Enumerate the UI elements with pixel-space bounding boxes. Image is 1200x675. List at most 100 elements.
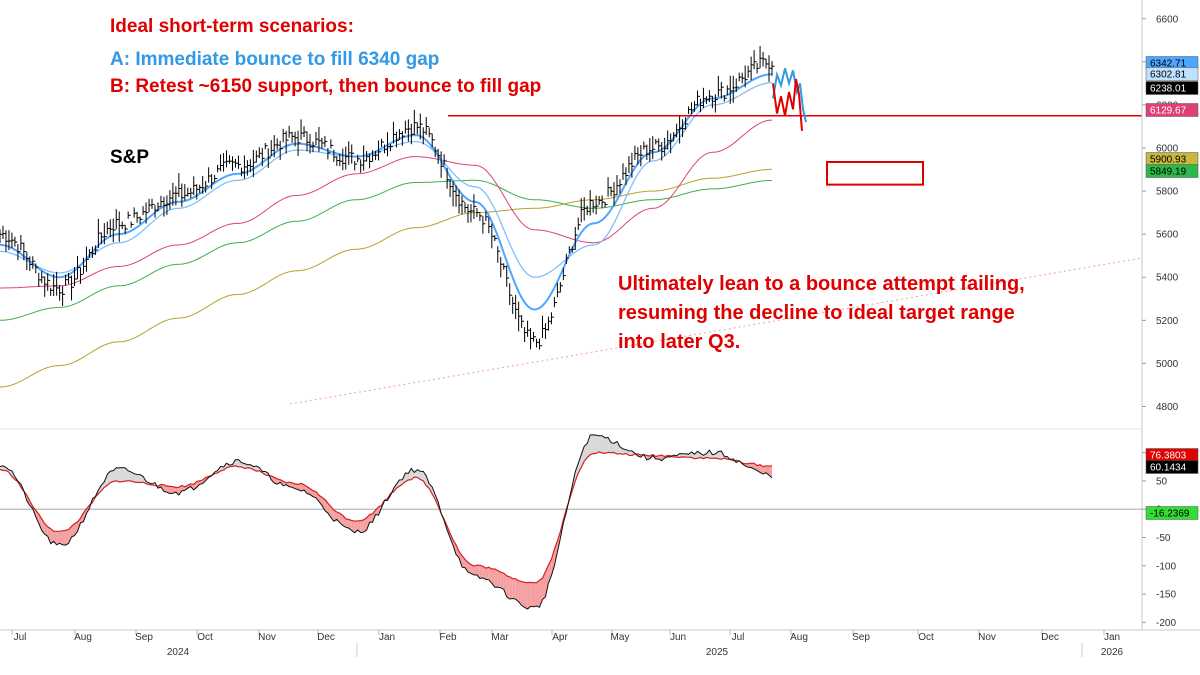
oscillator-fill-segment <box>116 467 120 482</box>
price-last-value-tag: 6238.01 <box>1150 84 1187 95</box>
oscillator-fill-segment <box>405 473 409 482</box>
oscillator-fill-segment <box>468 562 471 574</box>
oscillator-fill-segment <box>113 467 117 482</box>
price-tick-label: 5200 <box>1156 316 1179 327</box>
oscillator-fill-segment <box>593 434 597 454</box>
oscillator-fast-line <box>0 434 773 610</box>
oscillator-fill-segment <box>411 468 415 480</box>
oscillator-fill-segment <box>125 467 129 482</box>
oscillator-fill-segment <box>286 482 290 487</box>
oscillator-fill-segment <box>623 448 626 455</box>
oscillator-fill-segment <box>575 463 579 482</box>
outlook-line-3: into later Q3. <box>618 331 741 353</box>
oscillator-fill-segment <box>479 565 483 579</box>
month-label: Dec <box>1041 632 1059 643</box>
oscillator-fill-segment <box>587 435 591 458</box>
oscillator-fill-segment <box>542 571 546 600</box>
oscillator-fill-segment <box>718 451 722 460</box>
price-last-value-tag: 5900.93 <box>1150 155 1187 166</box>
oscillator-fill-segment <box>71 523 75 537</box>
osc-tick-label: 50 <box>1156 476 1168 487</box>
oscillator-fill-segment <box>65 529 69 546</box>
month-label: Dec <box>317 632 335 643</box>
osc-tick-label: -200 <box>1156 618 1176 629</box>
month-label: Jul <box>14 632 27 643</box>
oscillator-fill-segment <box>333 510 337 522</box>
month-label: May <box>611 632 630 643</box>
oscillator-fill-segment <box>369 513 373 523</box>
oscillator-fill-segment <box>330 506 334 522</box>
oscillator-fill-segment <box>119 467 123 482</box>
oscillator-fill-segment <box>122 467 126 482</box>
oscillator-fill-segment <box>313 490 316 498</box>
price-tick-label: 5000 <box>1156 359 1179 370</box>
month-label: Oct <box>197 632 213 643</box>
outlook-line-2: resuming the decline to ideal target ran… <box>618 302 1015 324</box>
month-label: Apr <box>552 632 568 643</box>
price-tick-label: 6000 <box>1156 144 1179 155</box>
price-last-value-tag-bg <box>1145 81 1199 95</box>
oscillator-fill-segment <box>417 469 421 480</box>
oscillator-fill-segment <box>602 435 606 454</box>
oscillator-fill-segment <box>506 575 510 599</box>
oscillator-fill-segment <box>694 451 698 459</box>
oscillator-fill-segment <box>596 435 600 454</box>
oscillator-fill-segment <box>289 482 293 488</box>
oscillator-fill-segment <box>530 582 534 607</box>
month-label: Feb <box>439 632 457 643</box>
year-label: 2024 <box>167 647 190 658</box>
oscillator-fill-segment <box>304 484 307 494</box>
oscillator-fill-segment <box>539 578 543 608</box>
osc-last-value-tag-bg <box>1145 506 1199 520</box>
oscillator-fill-segment <box>62 530 66 546</box>
oscillator-fill-segment <box>163 484 167 493</box>
oscillator-fill-segment <box>524 582 528 609</box>
oscillator-fill-segment <box>271 475 275 484</box>
series-line-ma-olive <box>0 168 773 388</box>
oscillator-fill-segment <box>357 520 361 533</box>
oscillator-fill-segment <box>247 464 251 469</box>
osc-last-value-tag: -16.2369 <box>1150 509 1190 520</box>
oscillator-fill-segment <box>375 507 379 516</box>
scenario-b-annotation: B: Retest ~6150 support, then bounce to … <box>110 76 542 97</box>
price-last-value-tag-bg <box>1145 164 1199 178</box>
price-last-value-tag: 5849.19 <box>1150 167 1187 178</box>
month-label: Aug <box>74 632 92 643</box>
price-last-value-tag: 6129.67 <box>1150 106 1187 117</box>
oscillator-fill-segment <box>554 540 558 566</box>
oscillator-fill-segment <box>414 469 418 478</box>
time-axis: Jul Aug Sep Oct Nov Dec Jan Feb Mar Apr May Jun Jul A… <box>0 629 1200 658</box>
year-label: 2025 <box>706 647 729 658</box>
oscillator-fill-segment <box>316 491 319 502</box>
oscillator-fill-segment <box>166 486 170 494</box>
oscillator-fill-segment <box>509 576 513 599</box>
month-label: Sep <box>852 632 870 643</box>
oscillator-fill-segment <box>763 465 766 475</box>
oscillator-fill-segment <box>605 437 609 454</box>
oscillator-fill-segment <box>107 471 111 486</box>
oscillator-fill-segment <box>363 517 367 533</box>
price-tick-label: 4800 <box>1156 402 1179 413</box>
oscillator-fill-segment <box>56 531 60 545</box>
oscillator-fill-segment <box>521 581 525 608</box>
oscillator-fill-segment <box>140 474 144 483</box>
oscillator-fill-segment <box>101 481 105 491</box>
price-tick-label: 5800 <box>1156 187 1179 198</box>
oscillator-fill-segment <box>348 519 352 531</box>
oscillator-fill-segment <box>482 566 486 580</box>
oscillator-fill-segment <box>608 437 611 453</box>
month-label: Sep <box>135 632 153 643</box>
oscillator-fill-segment <box>745 463 749 468</box>
oscillator-fill-segment <box>533 582 537 607</box>
oscillator-fill-segment <box>50 528 54 544</box>
oscillator-fill-segment <box>536 580 540 608</box>
oscillator-fill-segment <box>408 468 412 480</box>
oscillator-fill-segment <box>345 518 349 529</box>
year-label: 2026 <box>1101 647 1124 658</box>
price-last-value-tag-bg <box>1145 67 1199 81</box>
oscillator-fill-segment <box>748 463 752 468</box>
oscillator-fill-segment <box>104 474 108 488</box>
oscillator-fill-segment <box>769 465 772 478</box>
